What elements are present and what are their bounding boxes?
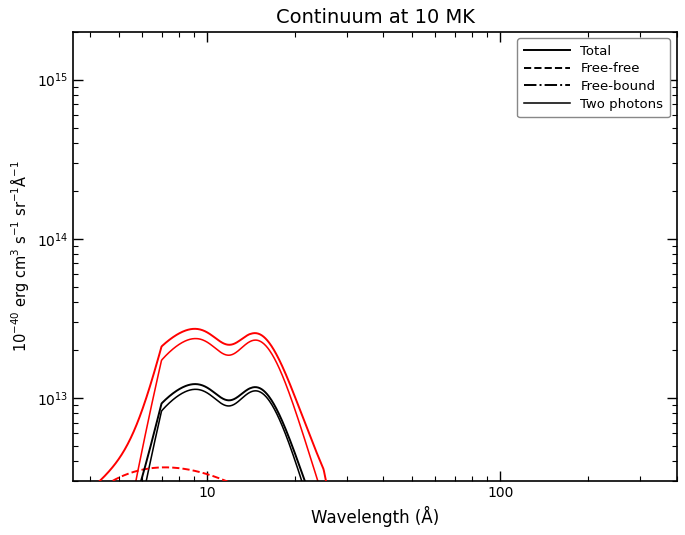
X-axis label: Wavelength (Å): Wavelength (Å) (311, 506, 439, 526)
Y-axis label: $10^{-40}$ erg cm$^3$ s$^{-1}$ sr$^{-1}$Å$^{-1}$: $10^{-40}$ erg cm$^3$ s$^{-1}$ sr$^{-1}$… (8, 160, 32, 353)
Title: Continuum at 10 MK: Continuum at 10 MK (275, 9, 475, 27)
Legend: Total, Free-free, Free-bound, Two photons: Total, Free-free, Free-bound, Two photon… (517, 39, 670, 117)
